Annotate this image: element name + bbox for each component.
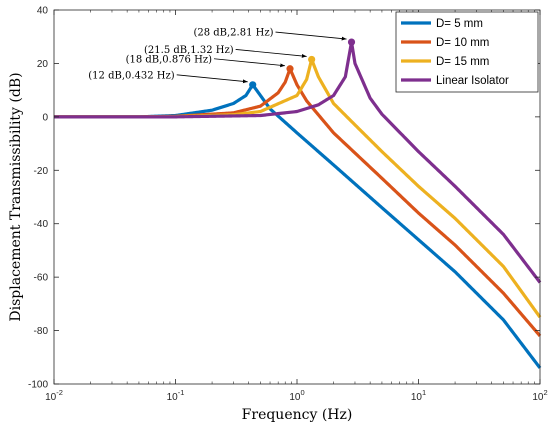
y-tick-label: 40 bbox=[37, 6, 49, 17]
peak-annotation-4: (28 dB,2.81 Hz) bbox=[193, 28, 273, 39]
peak-marker-2 bbox=[286, 65, 294, 73]
peak-annotation-2: (18 dB,0.876 Hz) bbox=[126, 54, 213, 65]
annotation-arrow-2 bbox=[213, 58, 286, 68]
series-line-4 bbox=[53, 40, 542, 284]
x-tick-label: 10-1 bbox=[167, 388, 185, 403]
legend-label-2: D= 10 mm bbox=[436, 37, 489, 49]
annotation-layer: (12 dB,0.432 Hz) (18 dB,0.876 Hz)(21.5 dB… bbox=[88, 28, 347, 84]
y-tick-label: 0 bbox=[42, 112, 48, 123]
y-tick-label: -20 bbox=[34, 166, 49, 177]
annotation-arrow-3 bbox=[235, 49, 307, 58]
peak-annotation-1: (12 dB,0.432 Hz) bbox=[88, 70, 175, 81]
peak-marker-3 bbox=[308, 55, 316, 64]
legend-label-3: D= 15 mm bbox=[436, 56, 489, 68]
x-tick-label: 101 bbox=[411, 388, 426, 403]
y-axis-label: Displacement Transmissibility (dB) bbox=[8, 72, 24, 321]
legend-label-4: Linear Isolator bbox=[436, 75, 509, 87]
series-layer bbox=[53, 40, 542, 369]
x-tick-label: 102 bbox=[532, 388, 547, 403]
x-axis-label: Frequency (Hz) bbox=[242, 407, 353, 423]
axes-layer bbox=[53, 9, 541, 385]
y-tick-label: -60 bbox=[34, 273, 49, 284]
peak-marker-1 bbox=[249, 81, 257, 89]
peak-marker-4 bbox=[347, 38, 356, 46]
tick-labels: 10-2 10-1 100 101 102 -100 -80 -60 -40 -20 0 20 40 bbox=[28, 6, 548, 404]
legend: D= 5 mm D= 10 mm D= 15 mm Linear Isolator bbox=[395, 11, 539, 93]
peak-annotation-3: (21.5 dB,1.32 Hz) bbox=[144, 45, 234, 56]
annotation-arrow-1 bbox=[176, 74, 248, 84]
annotation-arrow-4 bbox=[275, 31, 347, 41]
y-tick-label: -80 bbox=[34, 326, 49, 337]
y-tick-label: -100 bbox=[28, 380, 48, 391]
legend-label-1: D= 5 mm bbox=[436, 18, 483, 30]
legend-items: D= 5 mm D= 10 mm D= 15 mm Linear Isolator bbox=[401, 18, 509, 87]
x-tick-label: 10-2 bbox=[45, 388, 63, 403]
y-tick-label: -40 bbox=[34, 219, 49, 230]
marker-layer bbox=[249, 38, 356, 89]
x-tick-label: 100 bbox=[289, 388, 304, 403]
y-tick-label: 20 bbox=[37, 59, 49, 70]
